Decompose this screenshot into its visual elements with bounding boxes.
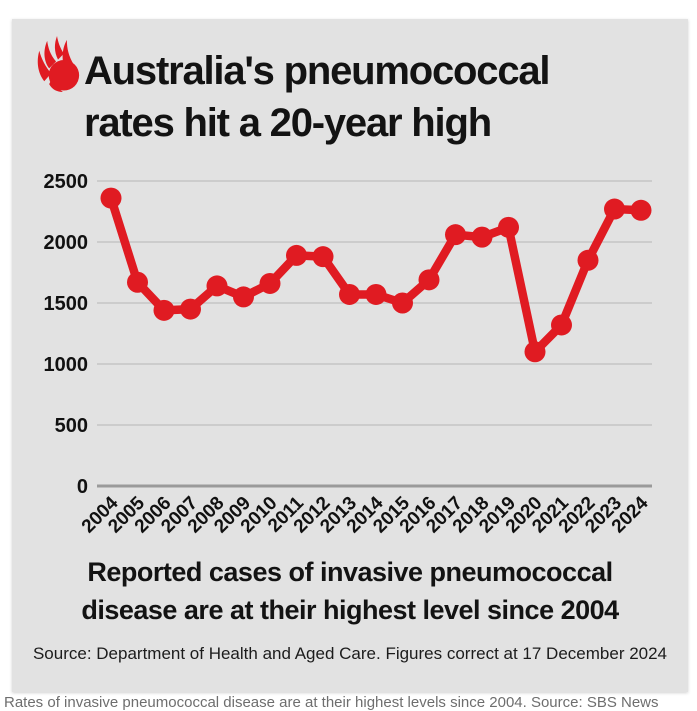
data-point bbox=[630, 199, 652, 221]
data-point bbox=[127, 271, 148, 293]
data-point bbox=[339, 283, 360, 305]
chart-subtitle: Reported cases of invasive pneumococcal d… bbox=[12, 553, 688, 629]
sbs-logo-icon bbox=[37, 35, 80, 92]
data-point bbox=[392, 292, 413, 314]
data-point bbox=[206, 275, 228, 297]
page-title: Australia's pneumococcal rates hit a 20-y… bbox=[84, 45, 551, 149]
title-line-1: Australia's pneumococcal bbox=[84, 49, 551, 93]
subtitle-line-1: Reported cases of invasive pneumococcal bbox=[87, 557, 613, 587]
data-point bbox=[180, 298, 201, 320]
title-line-2: rates hit a 20-year high bbox=[84, 101, 492, 145]
y-tick-label: 1000 bbox=[44, 354, 89, 376]
infographic-card: Australia's pneumococcal rates hit a 20-y… bbox=[12, 19, 688, 692]
data-point bbox=[524, 341, 546, 363]
data-point bbox=[577, 249, 599, 271]
image-caption: Rates of invasive pneumococcal disease a… bbox=[4, 694, 659, 711]
data-point bbox=[233, 286, 254, 308]
data-point bbox=[445, 224, 466, 246]
y-tick-label: 1500 bbox=[44, 293, 89, 315]
data-point bbox=[551, 314, 572, 336]
subtitle-line-2: disease are at their highest level since… bbox=[81, 595, 619, 625]
chart: 0500100015002000250020042005200620072008… bbox=[44, 171, 653, 537]
data-point bbox=[286, 244, 307, 266]
data-point bbox=[312, 246, 334, 268]
y-tick-label: 2500 bbox=[44, 171, 89, 193]
data-point bbox=[259, 272, 281, 294]
data-point bbox=[100, 187, 122, 209]
source-note: Source: Department of Health and Aged Ca… bbox=[32, 644, 668, 663]
data-point bbox=[365, 283, 387, 305]
y-tick-label: 0 bbox=[77, 476, 88, 498]
y-tick-label: 2000 bbox=[44, 232, 89, 254]
y-tick-label: 500 bbox=[55, 415, 88, 437]
data-point bbox=[153, 299, 175, 321]
data-point bbox=[471, 226, 493, 248]
data-point bbox=[498, 216, 519, 238]
data-point bbox=[604, 198, 625, 220]
data-point bbox=[418, 269, 440, 291]
